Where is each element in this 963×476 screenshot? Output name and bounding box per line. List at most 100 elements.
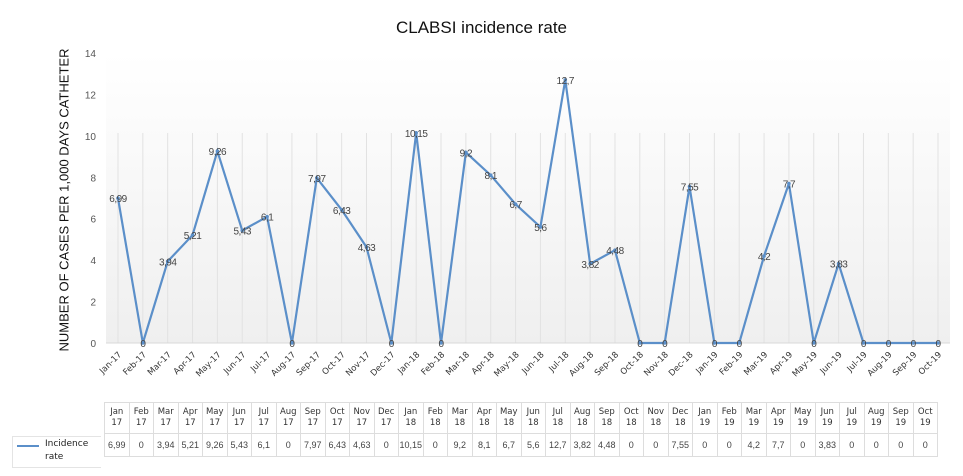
x-tick-label: Sep-17 (295, 350, 323, 378)
table-value-cell: 9,26 (202, 433, 228, 457)
data-label: 0 (662, 339, 668, 350)
data-label: 0 (861, 339, 867, 350)
table-value-cell: 0 (888, 433, 914, 457)
y-tick-label: 14 (85, 49, 97, 60)
table-value-cell: 0 (275, 433, 301, 457)
y-tick-label: 0 (90, 339, 96, 350)
table-value-cell: 4,48 (594, 433, 620, 457)
table-header-cell: Sep 17 (300, 402, 326, 434)
table-value-cell: 5,21 (177, 433, 203, 457)
x-tick-label: Oct-17 (320, 350, 347, 377)
y-tick-label: 10 (85, 132, 97, 143)
table-header-cell: Oct 18 (618, 402, 644, 434)
table-header-cell: May 18 (496, 402, 522, 434)
table-value-cell: 6,43 (324, 433, 350, 457)
data-point (190, 233, 195, 237)
table-value-cell: 0 (692, 433, 718, 457)
y-tick-label: 6 (90, 215, 96, 226)
data-point (265, 214, 269, 219)
table-header-cell: Mar 19 (741, 402, 767, 434)
table-value-cell: 3,94 (153, 433, 179, 457)
x-tick-label: Aug-17 (269, 350, 298, 379)
table-value-cell: 3,83 (814, 433, 840, 457)
table-header-cell: Jan 19 (692, 402, 718, 434)
data-label: 3,94 (159, 257, 177, 268)
data-point (314, 176, 319, 180)
x-tick-label: Jun-18 (520, 350, 547, 377)
table-value-cell: 0 (790, 433, 816, 457)
data-point (638, 341, 642, 345)
table-value-cell: 4,63 (349, 433, 375, 457)
x-tick-label: Jan-17 (97, 350, 124, 377)
table-header-cell: Jun 19 (814, 402, 840, 434)
y-tick-label: 2 (90, 298, 96, 309)
x-tick-label: May-18 (492, 350, 521, 379)
data-label: 7,55 (681, 183, 699, 194)
x-tick-label: Dec-17 (369, 350, 398, 379)
series-line-incidence-rate (116, 79, 938, 345)
table-value-cell: 0 (422, 433, 448, 457)
table-header-cell: Feb 19 (716, 402, 742, 434)
table-header-cell: Dec 18 (667, 402, 693, 434)
data-label: 6,43 (333, 206, 351, 217)
x-tick-label: Mar-17 (146, 350, 174, 378)
data-label: 0 (886, 339, 892, 350)
table-value-cell: 0 (373, 433, 399, 457)
x-tick-label: Dec-18 (667, 350, 696, 379)
table-value-cell: 10,15 (398, 433, 424, 457)
x-tick-label: Nov-18 (642, 350, 670, 378)
data-label: 7,97 (308, 174, 326, 185)
data-label: 4,63 (358, 243, 376, 254)
data-point (836, 261, 841, 266)
legend: Incidence rate (12, 436, 101, 468)
data-label: 3,82 (581, 260, 599, 271)
x-tick-label: Mar-18 (444, 350, 472, 378)
y-tick-label: 4 (90, 256, 96, 267)
data-point (488, 173, 493, 178)
data-label: 6,1 (261, 213, 274, 224)
data-point (613, 248, 617, 252)
table-header-cell: Sep 18 (594, 402, 620, 434)
table-header-cell: Mar 18 (447, 402, 473, 434)
table-header-cell: May 19 (790, 402, 816, 434)
data-point (290, 341, 294, 345)
data-label: 0 (289, 339, 295, 350)
x-tick-label: Feb-17 (121, 350, 149, 378)
data-point (886, 341, 891, 345)
table-header-cell: Oct 17 (324, 402, 350, 434)
data-label: 0 (737, 339, 743, 350)
data-label: 0 (637, 339, 643, 350)
x-tick-label: Oct-19 (917, 350, 944, 377)
table-header-cell: Nov 17 (349, 402, 375, 434)
data-point (339, 208, 344, 212)
data-point (687, 184, 692, 189)
data-point (911, 341, 915, 345)
x-tick-label: Aug-18 (568, 350, 597, 379)
table-header-cell: Dec 17 (373, 402, 399, 434)
x-tick-label: Aug-19 (866, 350, 895, 379)
data-point (712, 341, 717, 345)
legend-label: Incidence rate (45, 439, 89, 462)
x-tick-label: Feb-18 (420, 350, 448, 378)
table-header-cell: Mar 17 (153, 402, 179, 434)
data-label: 5,43 (234, 227, 252, 238)
data-table: Jan 17 Feb 17 Mar 17 Apr 17 May 17 Jun 17 Jul 17 Aug 17… (104, 402, 938, 457)
data-point (414, 130, 418, 135)
data-point (513, 202, 518, 207)
table-header-cell: Oct 19 (912, 402, 938, 434)
x-tick-label: Jun-17 (221, 350, 248, 377)
data-point (240, 228, 245, 233)
table-value-cell: 7,7 (765, 433, 791, 457)
y-tick-label: 12 (85, 90, 97, 101)
x-tick-label: Sep-18 (593, 350, 621, 378)
table-value-cell: 0 (716, 433, 742, 457)
data-point (364, 245, 369, 249)
x-tick-label: Mar-19 (742, 350, 770, 378)
table-header-cell: Sep 19 (888, 402, 914, 434)
table-value-cell: 0 (863, 433, 889, 457)
table-value-cell: 9,2 (447, 433, 473, 457)
data-point (215, 149, 220, 153)
data-point (141, 341, 145, 345)
x-tick-label: Jun-19 (818, 350, 845, 377)
